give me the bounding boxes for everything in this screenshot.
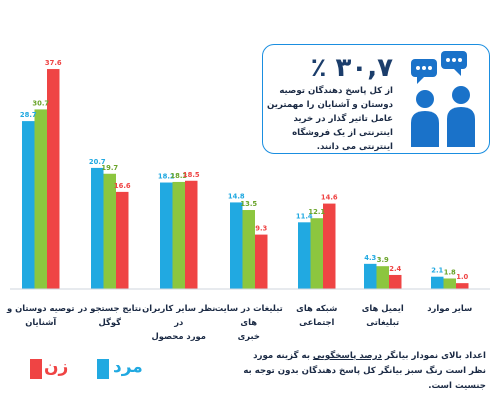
value-label-7-3: 1.0: [456, 273, 468, 281]
bar-6-series-3: [389, 274, 402, 289]
people-chat-icon: [409, 51, 481, 151]
bar-1-series-2: [34, 109, 47, 289]
bar-1-series-1: [22, 121, 35, 289]
value-label-3-1: 18.2: [158, 173, 175, 181]
bar-7-series-1: [431, 276, 444, 289]
footnote: اعداد بالای نمودار بیانگر درصد پاسخگویی …: [236, 349, 486, 394]
value-label-6-3: 2.4: [389, 265, 401, 273]
value-label-2-1: 20.7: [89, 158, 106, 166]
bar-4-series-2: [242, 210, 255, 289]
category-label-6: ایمیل های تبلیغاتی: [361, 303, 404, 327]
highlight-callout: ۳۰,۷ ٪ از کل پاسخ دهندگان توصیه دوستان و…: [262, 44, 490, 154]
value-label-5-3: 14.6: [321, 194, 338, 202]
legend-male-swatch: [97, 359, 109, 379]
category-label-3: نظر سایر کاربران در مورد محصول: [142, 303, 216, 341]
bar-2-series-3: [116, 191, 129, 289]
footnote-pre: اعداد بالای نمودار بیانگر: [381, 351, 486, 361]
footnote-post: به گزینه مورد نظر است رنگ سبز بیانگر کل …: [243, 351, 486, 391]
category-label-7: سایر موارد: [427, 303, 473, 313]
legend-male-label: مرد: [113, 357, 143, 377]
category-label-4: تبلیغات در سایت های خبری: [214, 303, 283, 341]
legend-female-label: زن: [44, 357, 69, 377]
bar-4-series-1: [230, 202, 243, 289]
value-label-2-3: 16.6: [114, 182, 131, 190]
bar-7-series-2: [443, 278, 456, 289]
value-label-3-2: 18.3: [170, 172, 187, 180]
value-label-5-1: 11.4: [296, 212, 313, 220]
category-label-1: توصیه دوستان و آشنایان: [7, 303, 75, 327]
bar-6-series-1: [364, 263, 377, 289]
bar-1-series-3: [47, 69, 60, 289]
bar-5-series-1: [298, 222, 311, 289]
value-label-1-2: 30.7: [32, 99, 49, 107]
bar-2-series-1: [91, 167, 104, 289]
bar-3-series-2: [172, 181, 185, 289]
value-label-4-3: 9.3: [255, 225, 267, 233]
bar-5-series-2: [310, 218, 323, 289]
category-label-5: شبکه های اجتماعی: [296, 303, 338, 327]
bar-5-series-3: [323, 203, 336, 289]
value-label-3-3: 18.5: [183, 171, 200, 179]
value-label-4-2: 13.5: [240, 200, 257, 208]
callout-text-body: از کل پاسخ دهندگان توصیه دوستان و آشنایا…: [267, 86, 393, 152]
value-label-1-3: 37.6: [45, 59, 62, 67]
value-label-1-1: 28.7: [20, 111, 37, 119]
legend-female-swatch: [30, 359, 42, 379]
value-label-7-2: 1.8: [444, 268, 456, 276]
bar-4-series-3: [255, 234, 268, 289]
bar-group: [10, 69, 490, 290]
bar-7-series-3: [456, 283, 469, 289]
value-label-5-2: 12.1: [308, 208, 325, 216]
value-label-2-2: 19.7: [101, 164, 118, 172]
bar-2-series-2: [103, 173, 116, 289]
footnote-key: درصد پاسخگویی: [312, 351, 382, 361]
callout-text: از کل پاسخ دهندگان توصیه دوستان و آشنایا…: [265, 65, 393, 154]
category-label-2: نتایج جستجو در گوگل: [78, 303, 142, 327]
value-label-4-1: 14.8: [228, 192, 245, 200]
value-label-6-2: 3.9: [377, 256, 389, 264]
value-label-group: 28.7 30.7 37.6 20.719.7 16.6 18.218.318.5 14.8…: [20, 59, 469, 281]
value-label-6-1: 4.3: [364, 254, 376, 262]
bar-3-series-3: [185, 180, 198, 289]
bar-3-series-1: [160, 182, 173, 289]
bar-6-series-2: [376, 266, 389, 289]
value-label-7-1: 2.1: [431, 267, 443, 275]
callout-percent: ۳۰,۷ ٪: [310, 53, 393, 83]
